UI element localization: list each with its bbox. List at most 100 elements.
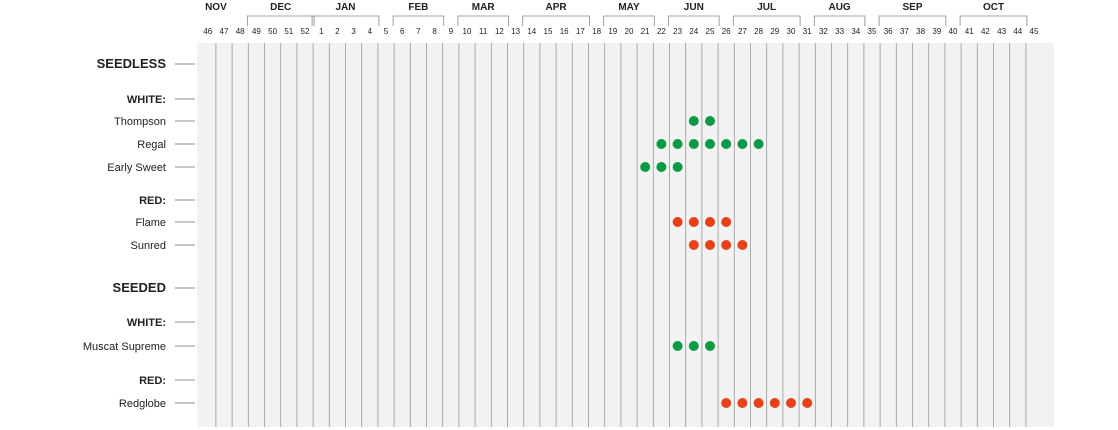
availability-dot <box>705 139 715 149</box>
month-bracket <box>392 15 445 26</box>
availability-dot <box>721 217 732 227</box>
week-tick-label: 44 <box>1013 27 1022 36</box>
week-tick-label: 5 <box>384 27 389 36</box>
week-tick-label: 29 <box>770 27 779 36</box>
availability-dot <box>688 139 699 149</box>
availability-dot <box>737 398 748 408</box>
week-tick-label: 40 <box>949 27 958 36</box>
month-brackets <box>246 15 1028 26</box>
week-tick-label: 4 <box>368 27 373 36</box>
week-tick-label: 43 <box>997 27 1006 36</box>
availability-dot <box>640 162 651 172</box>
availability-dot <box>721 139 732 149</box>
month-label: JUL <box>757 2 776 13</box>
week-tick-label: 13 <box>511 27 520 36</box>
week-tick-label: 32 <box>819 27 828 36</box>
row-label: Thompson <box>114 116 166 128</box>
month-label: AUG <box>828 2 850 13</box>
month-bracket <box>959 15 1028 26</box>
month-bracket <box>668 15 720 26</box>
week-tick-label: 37 <box>900 27 909 36</box>
availability-dot <box>688 341 699 351</box>
week-tick-label: 49 <box>252 27 261 36</box>
month-bracket <box>813 15 866 26</box>
week-tick-label: 30 <box>787 27 796 36</box>
month-bracket <box>457 15 509 26</box>
month-label: MAR <box>472 2 496 13</box>
month-label: JUN <box>684 2 704 13</box>
row-label: Sunred <box>131 240 166 252</box>
week-tick-label: 45 <box>1030 27 1039 36</box>
week-tick-label: 16 <box>560 27 569 36</box>
availability-dot <box>672 341 683 351</box>
week-grid-lines <box>215 43 1027 427</box>
plot-background <box>197 43 1054 427</box>
row-label: Early Sweet <box>107 162 166 174</box>
row-label: RED: <box>139 375 166 387</box>
row-label: Regal <box>137 139 166 151</box>
availability-dot <box>656 162 667 172</box>
availability-dot <box>737 139 748 149</box>
week-tick-label: 3 <box>351 27 356 36</box>
month-label: DEC <box>270 2 291 13</box>
week-tick-label: 10 <box>463 27 472 36</box>
week-tick-label: 31 <box>803 27 812 36</box>
week-tick-label: 18 <box>592 27 601 36</box>
availability-dot <box>802 398 813 408</box>
week-tick-label: 19 <box>608 27 617 36</box>
week-tick-label: 28 <box>754 27 763 36</box>
availability-dot <box>737 240 748 250</box>
week-tick-label: 2 <box>335 27 340 36</box>
month-bracket <box>732 15 801 26</box>
week-tick-labels: 46 47 48 49 50 51 52 1 2 3 4 5 6 7 8 9 10 11 12 13 14 15 16 17 1… <box>203 27 1039 36</box>
row-labels: SEEDLESS WHITE: Thompson Regal Early Sweet RE… <box>83 56 166 410</box>
row-label: WHITE: <box>127 317 166 329</box>
availability-dot <box>769 398 780 408</box>
availability-dot <box>721 398 732 408</box>
month-bracket <box>603 15 655 26</box>
week-tick-label: 11 <box>479 27 488 36</box>
month-label: MAY <box>618 2 640 13</box>
week-tick-label: 14 <box>527 27 536 36</box>
week-tick-label: 6 <box>400 27 405 36</box>
week-tick-label: 47 <box>220 27 229 36</box>
week-tick-label: 35 <box>868 27 877 36</box>
month-bracket <box>246 15 315 26</box>
row-label: WHITE: <box>127 94 166 106</box>
month-label: OCT <box>983 2 1004 13</box>
row-label: RED: <box>139 195 166 207</box>
week-tick-label: 34 <box>851 27 860 36</box>
row-label: Redglobe <box>119 398 166 410</box>
month-bracket <box>522 15 590 26</box>
month-label: JAN <box>335 2 355 13</box>
availability-dot <box>705 217 715 227</box>
availability-dot <box>688 240 699 250</box>
row-label: Muscat Supreme <box>83 341 166 353</box>
week-tick-label: 25 <box>706 27 715 36</box>
week-tick-label: 17 <box>576 27 585 36</box>
month-bracket <box>311 15 380 26</box>
week-tick-label: 8 <box>432 27 437 36</box>
week-tick-label: 51 <box>284 27 293 36</box>
row-label: Flame <box>135 217 166 229</box>
availability-dot <box>753 398 764 408</box>
week-tick-label: 39 <box>932 27 941 36</box>
week-tick-label: 7 <box>416 27 421 36</box>
week-tick-label: 22 <box>657 27 666 36</box>
week-tick-label: 50 <box>268 27 277 36</box>
availability-dot <box>705 341 715 351</box>
week-tick-label: 1 <box>319 27 324 36</box>
week-tick-label: 48 <box>236 27 245 36</box>
availability-dot <box>705 116 715 126</box>
availability-dot <box>721 240 732 250</box>
week-tick-label: 23 <box>673 27 682 36</box>
week-tick-label: 12 <box>495 27 504 36</box>
week-tick-label: 41 <box>965 27 974 36</box>
week-tick-label: 36 <box>884 27 893 36</box>
availability-dot <box>688 116 699 126</box>
availability-dot <box>656 139 667 149</box>
availability-dot <box>786 398 796 408</box>
week-tick-label: 42 <box>981 27 990 36</box>
month-label: SEP <box>902 2 922 13</box>
